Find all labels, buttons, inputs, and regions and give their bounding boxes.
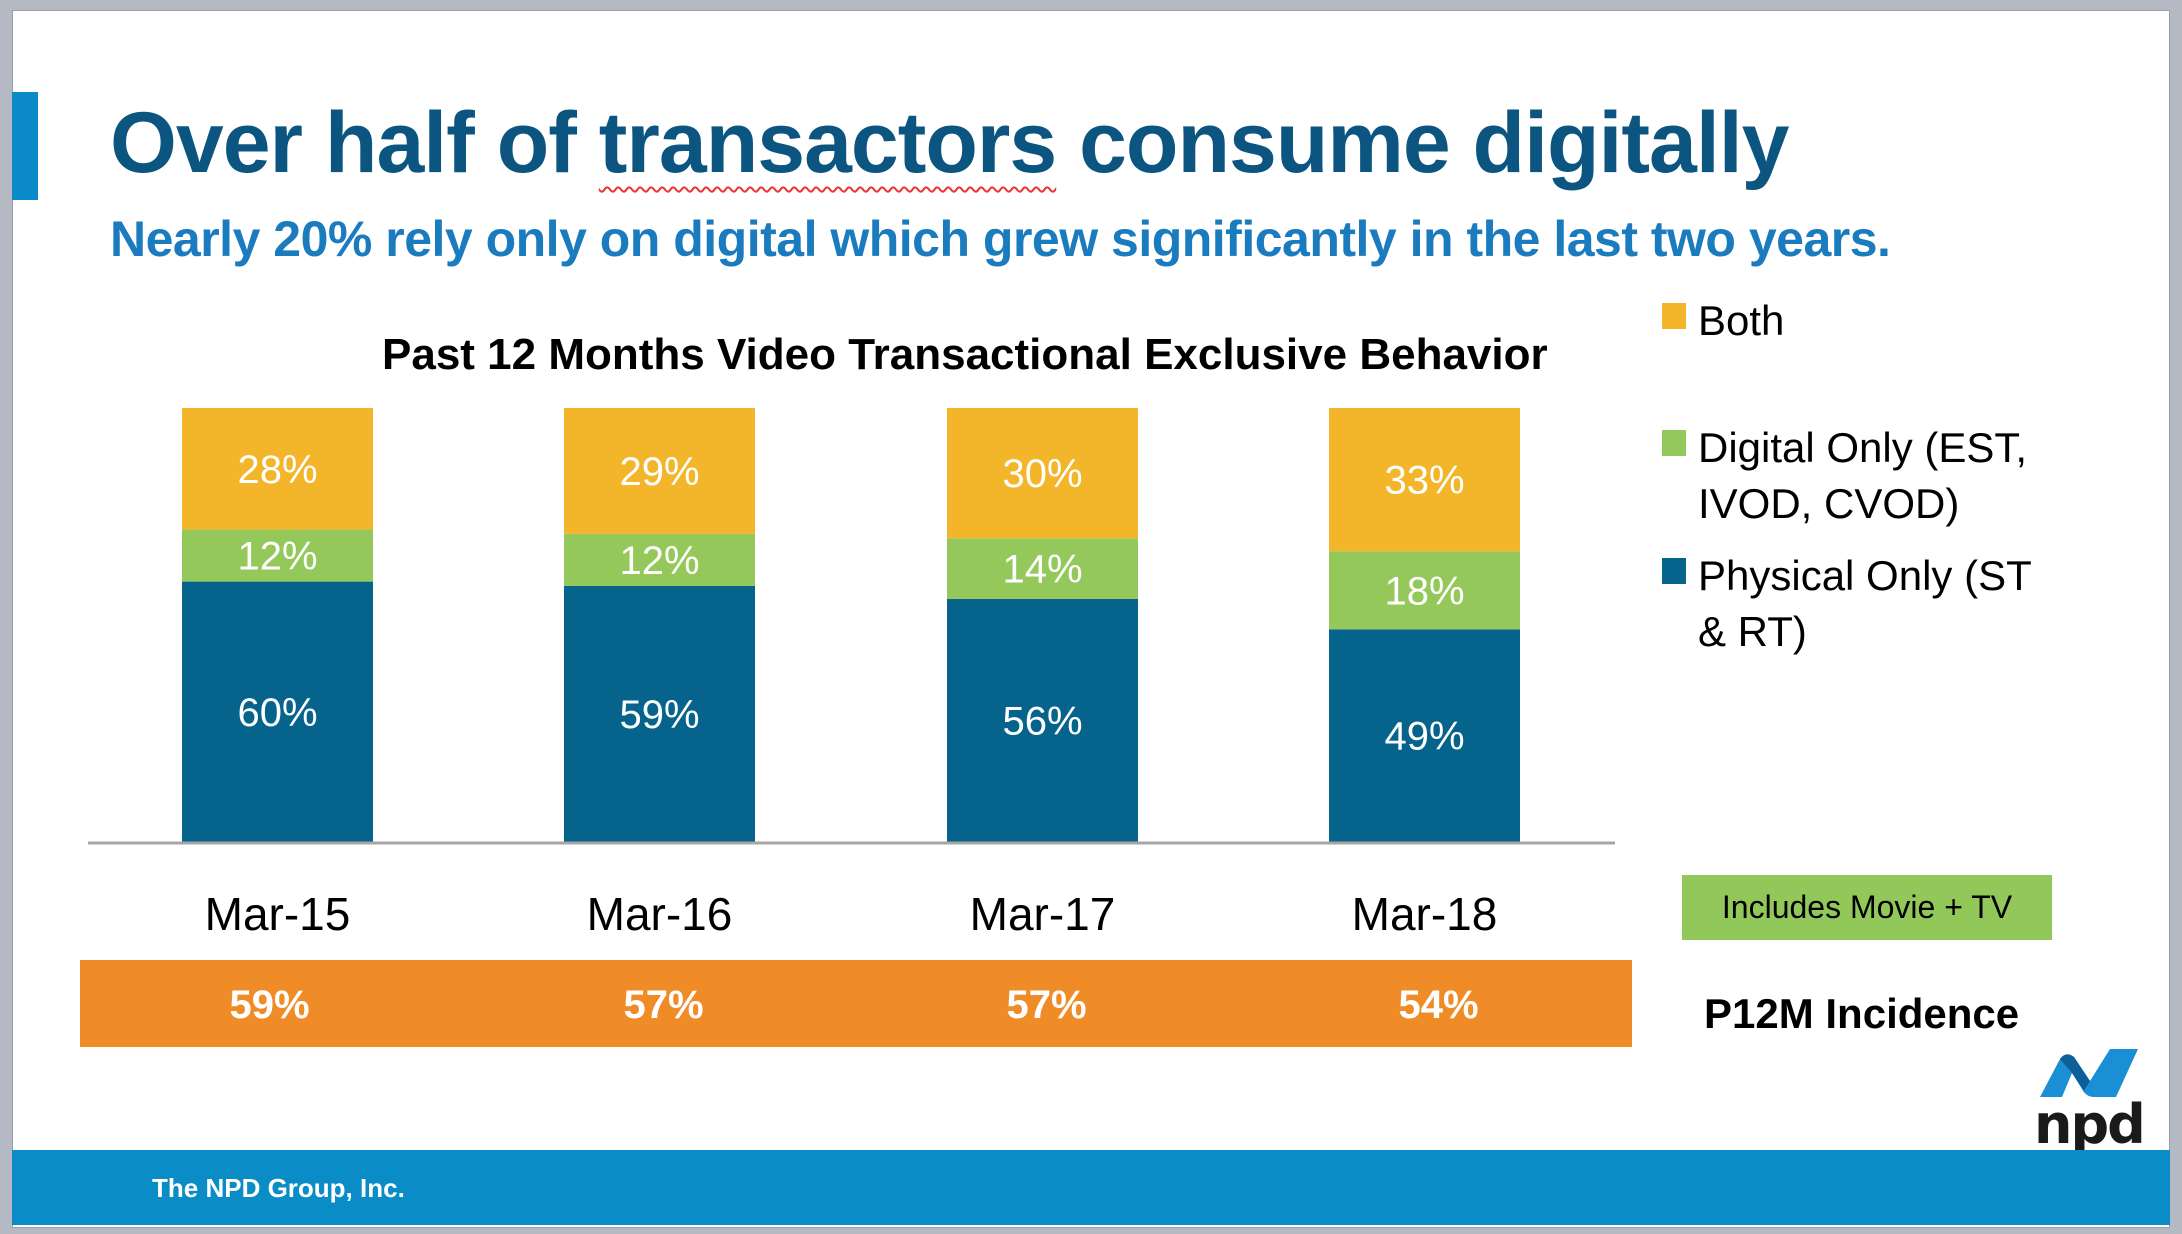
bar-segment-digital-only-mar-18 — [1329, 551, 1520, 630]
bar-segment-both-mar-17 — [947, 408, 1138, 539]
x-tick-label-mar-17: Mar-17 — [970, 888, 1116, 940]
legend-swatch-physical-only — [1662, 558, 1686, 584]
npd-logo-swoosh-icon — [2040, 1049, 2138, 1097]
slide: Over half of transactors consume digital… — [12, 10, 2170, 1228]
incidence-values: 59% 57% 57% 54% — [229, 983, 1478, 1027]
legend-item-physical-only: Physical Only (ST & RT) — [1662, 548, 2058, 660]
x-tick-label-mar-15: Mar-15 — [205, 888, 351, 940]
slide-title: Over half of transactors consume digital… — [110, 94, 1789, 193]
bar-segment-physical-only-mar-15 — [182, 581, 373, 842]
x-tick-label-mar-16: Mar-16 — [587, 888, 733, 940]
x-tick-label-mar-18: Mar-18 — [1352, 888, 1498, 940]
incidence-value-mar-16: 57% — [623, 983, 703, 1027]
bar-segment-physical-only-mar-17 — [947, 598, 1138, 842]
data-label-both-mar-16: 29% — [619, 450, 699, 494]
title-flagged-word: transactors — [598, 95, 1057, 191]
title-suffix: consume digitally — [1056, 95, 1789, 191]
legend-label-physical-only: Physical Only (ST & RT) — [1698, 552, 2031, 655]
data-label-digital-only-mar-18: 18% — [1384, 569, 1464, 613]
bar-segment-both-mar-15 — [182, 408, 373, 530]
title-prefix: Over half of — [110, 95, 599, 191]
incidence-band — [80, 960, 1632, 1047]
legend-label-digital-only: Digital Only (EST, IVOD, CVOD) — [1698, 424, 2028, 527]
bar-segment-physical-only-mar-16 — [564, 585, 755, 842]
footer-company-name: The NPD Group, Inc. — [152, 1173, 405, 1203]
data-label-both-mar-17: 30% — [1002, 452, 1082, 496]
data-label-digital-only-mar-15: 12% — [237, 535, 317, 579]
incidence-value-mar-18: 54% — [1398, 983, 1478, 1027]
legend-item-both: Both — [1662, 293, 2058, 349]
data-label-physical-only-mar-18: 49% — [1384, 715, 1464, 759]
incidence-value-mar-17: 57% — [1006, 983, 1086, 1027]
data-label-both-mar-15: 28% — [237, 448, 317, 492]
bars-group: 60% 12% 28% 59% 12% 29% 56% 14% 30% 49% 18% 33% — [182, 408, 1520, 842]
stacked-bar-chart: 60% 12% 28% 59% 12% 29% 56% 14% 30% 49% 18% 33% Mar… — [80, 408, 1632, 1047]
data-label-digital-only-mar-17: 14% — [1002, 548, 1082, 592]
bar-segment-physical-only-mar-18 — [1329, 629, 1520, 842]
data-label-physical-only-mar-15: 60% — [237, 691, 317, 735]
bar-segment-both-mar-18 — [1329, 408, 1520, 552]
data-label-physical-only-mar-16: 59% — [619, 693, 699, 737]
data-label-both-mar-18: 33% — [1384, 459, 1464, 503]
bar-segment-digital-only-mar-17 — [947, 538, 1138, 599]
bar-segment-both-mar-16 — [564, 408, 755, 534]
data-label-physical-only-mar-17: 56% — [1002, 699, 1082, 743]
incidence-value-mar-15: 59% — [229, 983, 309, 1027]
legend-item-digital-only: Digital Only (EST, IVOD, CVOD) — [1662, 420, 2058, 532]
incidence-label: P12M Incidence — [1704, 990, 2020, 1037]
category-labels: Mar-15 Mar-16 Mar-17 Mar-18 — [205, 888, 1498, 940]
legend-swatch-digital-only — [1662, 430, 1686, 456]
legend-label-both: Both — [1698, 297, 1785, 344]
bar-segment-digital-only-mar-15 — [182, 529, 373, 582]
data-label-digital-only-mar-16: 12% — [619, 539, 699, 583]
bar-segment-digital-only-mar-16 — [564, 533, 755, 586]
note-box: Includes Movie + TV — [1682, 875, 2052, 940]
slide-subtitle: Nearly 20% rely only on digital which gr… — [110, 211, 1891, 267]
legend-swatch-both — [1662, 303, 1686, 329]
npd-logo-text: npd — [2034, 1093, 2146, 1156]
title-accent-bar — [12, 92, 38, 200]
footer-band — [12, 1150, 2170, 1225]
npd-logo: npd — [2030, 1045, 2150, 1156]
